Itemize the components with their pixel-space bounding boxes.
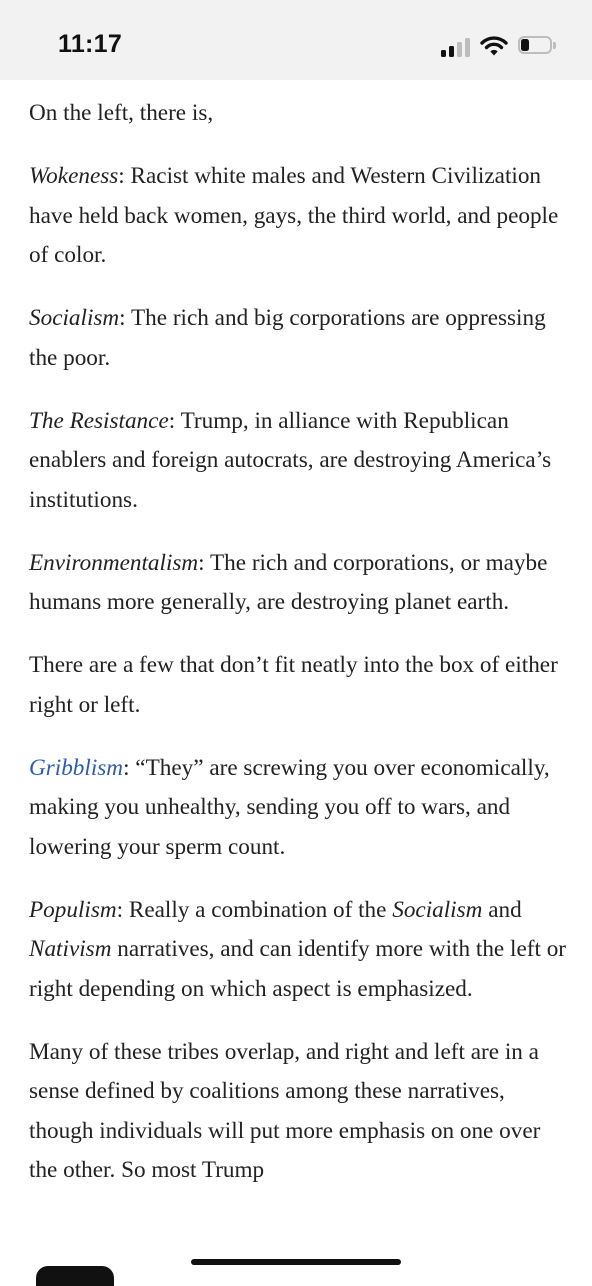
term-populism: Populism: [29, 896, 117, 923]
term-socialism-ref: Socialism: [392, 896, 483, 923]
term-wokeness: Wokeness: [29, 163, 119, 189]
status-time: 11:17: [58, 30, 123, 58]
battery-level: [521, 39, 530, 51]
term-resistance: The Resistance: [29, 407, 169, 434]
term-nativism: Nativism: [29, 936, 112, 962]
paragraph-environmentalism: Environmentalism: The rich and corporati…: [29, 549, 548, 616]
battery-icon: [518, 36, 556, 56]
term-socialism: Socialism: [29, 305, 120, 331]
signal-bar: [457, 42, 462, 57]
paragraph-socialism: Socialism: The rich and big corporations…: [29, 305, 546, 371]
term-environmentalism: Environmentalism: [29, 549, 199, 576]
paragraph-closing: Many of these tribes overlap, and right …: [29, 1038, 541, 1184]
article-body: On the left, there is, Wokeness: Racist …: [29, 94, 569, 1214]
gribblism-link[interactable]: Gribblism: [29, 754, 124, 781]
home-indicator[interactable]: [191, 1259, 401, 1265]
paragraph-intro: On the left, there is,: [29, 100, 214, 126]
cellular-signal-icon: [441, 37, 473, 57]
signal-bar: [465, 38, 470, 57]
signal-bar: [449, 46, 454, 57]
paragraph-populism: Populism: Really a combination of the So…: [29, 896, 567, 1002]
bottom-tab-edge: [36, 1266, 114, 1286]
paragraph-resistance: The Resistance: Trump, in alliance with …: [29, 407, 552, 513]
signal-bar: [441, 50, 446, 57]
wifi-icon: [480, 35, 508, 62]
status-bar: 11:17: [0, 0, 592, 80]
paragraph-gribblism: Gribblism: “They” are screwing you over …: [29, 754, 550, 860]
paragraph-transition: There are a few that don’t fit neatly in…: [29, 652, 558, 718]
paragraph-wokeness: Wokeness: Racist white males and Western…: [29, 163, 559, 268]
